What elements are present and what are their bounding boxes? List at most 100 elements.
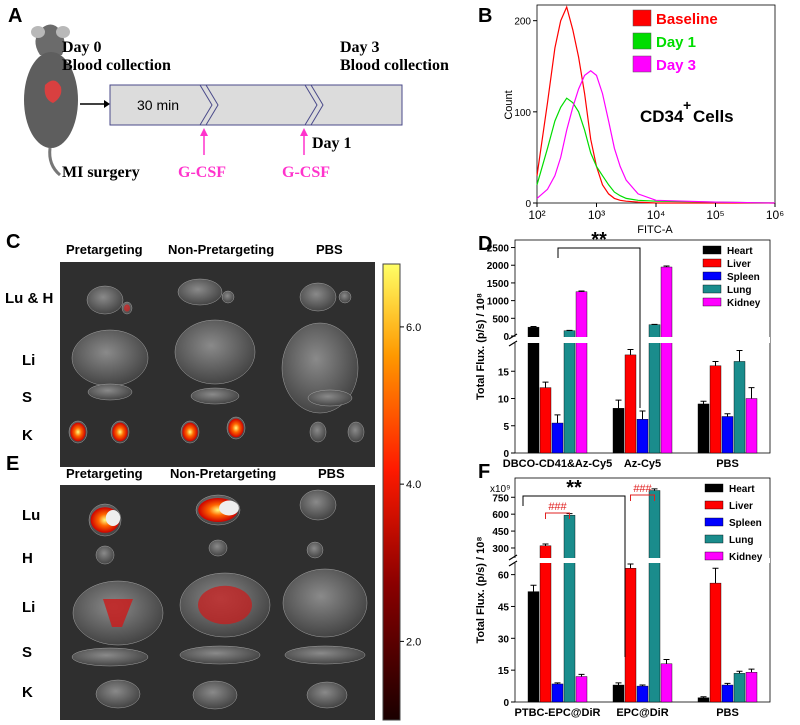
significance-bracket: [522, 495, 626, 657]
legend-swatch: [702, 271, 722, 281]
row-label: Li: [22, 352, 35, 369]
x-tick-label: PBS: [716, 458, 739, 470]
x-tick-label: Az-Cy5: [624, 458, 661, 470]
organ: [86, 285, 124, 315]
legend-label: Heart: [729, 484, 755, 495]
colorbar: [382, 263, 401, 721]
legend-swatch: [632, 9, 652, 27]
bar: [527, 326, 540, 454]
error-bar: [736, 350, 743, 362]
bar: [563, 515, 576, 703]
signal: [103, 599, 133, 627]
bar: [709, 365, 722, 454]
timeline: [109, 84, 403, 126]
organ: [338, 290, 352, 304]
y-tick-label: 1000: [487, 297, 510, 308]
legend-swatch: [704, 551, 724, 561]
row-label: S: [22, 389, 32, 406]
x-axis-label: FITC-A: [637, 224, 673, 236]
y-axis-label: Count: [503, 90, 515, 119]
error-bar: [554, 682, 561, 684]
signal: [112, 422, 128, 442]
column-label: PBS: [316, 242, 343, 257]
bar: [539, 545, 552, 703]
timeline-label: Blood collection: [340, 57, 449, 74]
signal: [182, 422, 198, 442]
surgery-label: MI surgery: [62, 164, 140, 181]
bar: [733, 673, 746, 703]
mouse-ear: [56, 26, 70, 38]
annotation-superscript: +: [683, 97, 691, 113]
colorbar-tick-label: 6.0: [406, 322, 421, 334]
organ-highlight: [105, 510, 121, 526]
y-tick-label: 0: [503, 332, 509, 343]
error-bar: [712, 567, 719, 584]
bar: [697, 697, 710, 703]
organ: [71, 647, 149, 667]
drug-label: G-CSF: [178, 164, 226, 181]
injection-arrow-head: [300, 128, 308, 136]
organ: [306, 681, 348, 709]
annotation: CD34: [640, 107, 684, 126]
signal: [198, 585, 252, 625]
legend-label: Lung: [727, 285, 751, 296]
bar: [612, 684, 625, 703]
bar: [636, 685, 649, 703]
error-bar: [639, 684, 646, 687]
row-label: H: [22, 550, 33, 567]
histogram-line: [536, 97, 776, 204]
bar: [551, 683, 564, 703]
organ: [208, 539, 228, 557]
organ: [299, 282, 337, 312]
column-label: Pretargeting: [66, 242, 143, 257]
axis-break: [511, 558, 770, 563]
x-tick-label: 10²: [528, 208, 545, 222]
mouse-ear: [31, 26, 45, 38]
error-bar: [554, 414, 561, 424]
mouse-heart: [44, 80, 62, 103]
y-tick-label: 0: [503, 449, 509, 460]
legend-swatch: [704, 517, 724, 527]
colorbar-tick-label: 4.0: [406, 479, 421, 491]
bar: [624, 568, 637, 703]
y-tick-label: 750: [492, 493, 509, 504]
significance-label: **: [566, 477, 582, 499]
error-bar: [578, 290, 585, 292]
comparison-bracket: [630, 494, 655, 501]
panel-letter: E: [6, 453, 19, 475]
y-tick-label: 5: [503, 422, 509, 433]
legend-swatch: [704, 483, 724, 493]
signal: [124, 304, 130, 312]
row-label: S: [22, 644, 32, 661]
bar: [551, 422, 564, 454]
timeline-label: Day 0: [62, 39, 102, 56]
y-tick-label: 100: [514, 108, 531, 119]
significance-bracket: [557, 247, 641, 408]
drug-label: G-CSF: [282, 164, 330, 181]
organ: [174, 319, 256, 385]
error-bar: [748, 387, 755, 399]
comparison-label: ###: [548, 501, 567, 513]
bar: [648, 324, 661, 454]
legend-label: Kidney: [727, 298, 761, 309]
column-label: Non-Pretargeting: [170, 466, 276, 481]
y-tick-label: 15: [498, 666, 510, 677]
y-tick-label: 600: [492, 510, 509, 521]
bar: [575, 291, 588, 454]
organ: [177, 278, 223, 306]
y-tick-label: 300: [492, 544, 509, 555]
organ: [309, 421, 327, 443]
legend-label: Liver: [729, 501, 753, 512]
legend-label: Day 1: [656, 34, 696, 51]
y-tick-label: 60: [498, 571, 510, 582]
bar: [660, 266, 673, 454]
column-label: Non-Pretargeting: [168, 242, 274, 257]
error-bar: [748, 668, 755, 673]
error-bar: [700, 400, 707, 404]
mouse-illustration: [24, 24, 78, 177]
bar: [697, 403, 710, 454]
bar: [660, 663, 673, 703]
legend-swatch: [704, 534, 724, 544]
annotation: Cells: [693, 107, 734, 126]
x-tick-label: PTBC-EPC@DiR: [515, 707, 601, 719]
